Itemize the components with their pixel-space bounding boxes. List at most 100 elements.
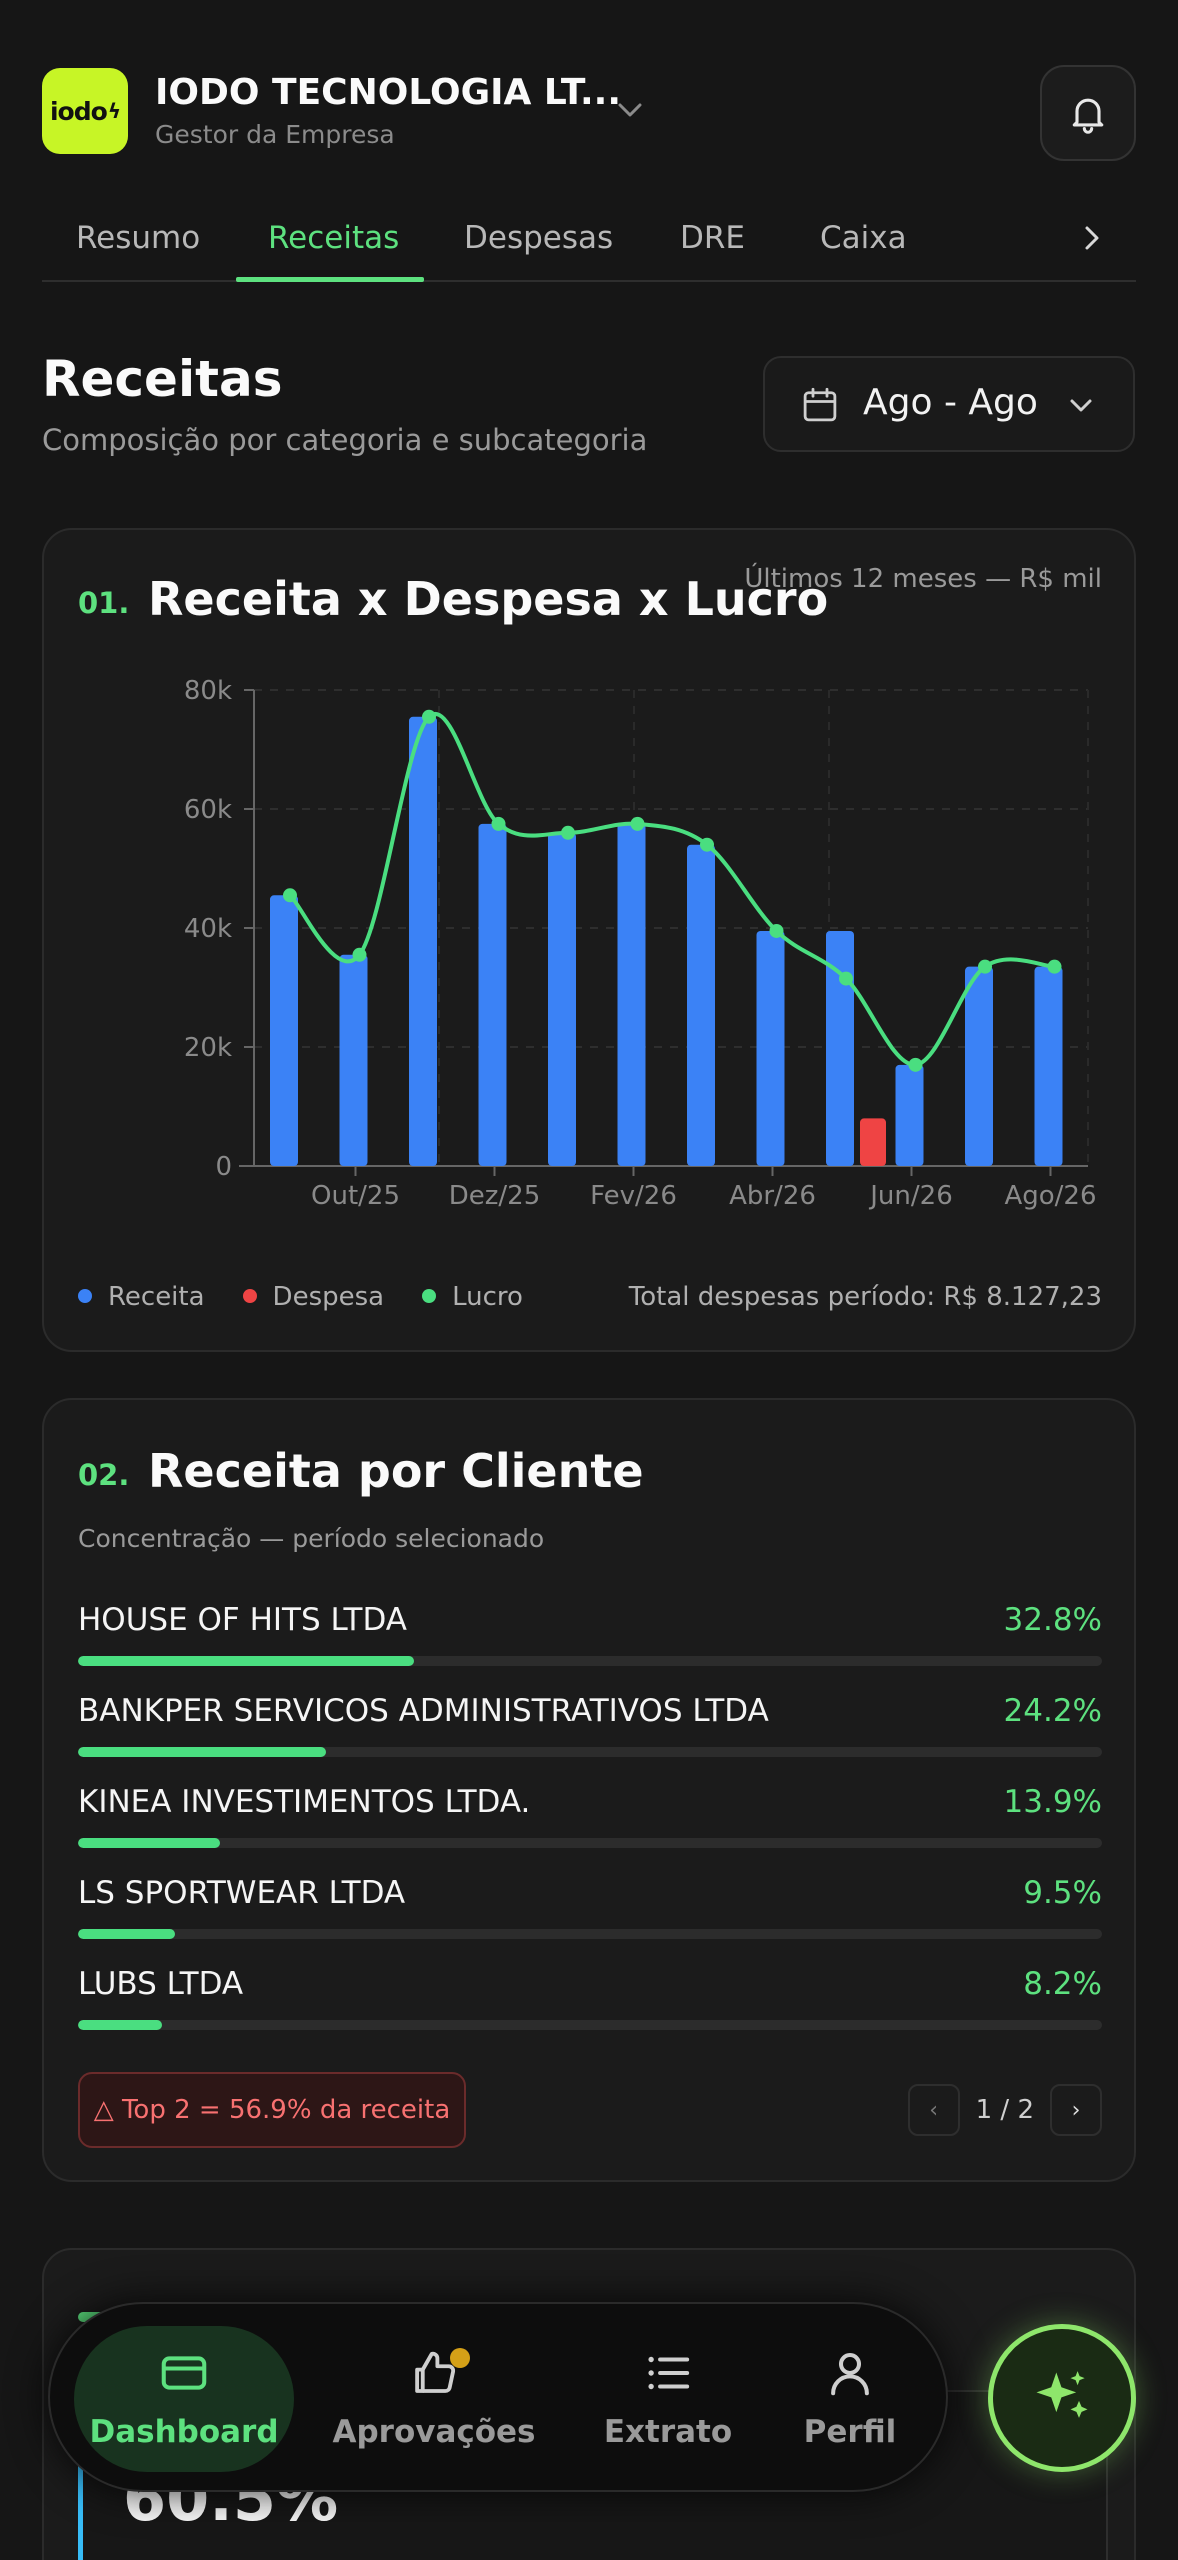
revenue-chart: 80k 60k 40k 20k 0 Out/25 Dez/25 Fev/26 Abr/26 Ju… [184,676,1097,1211]
bolt-icon: ϟ [107,99,121,123]
pager-prev-button[interactable]: ‹ [907,2084,960,2136]
bell-icon [1072,98,1104,134]
notifications-button[interactable] [1040,65,1136,161]
nav-dashboard[interactable]: Dashboard [74,2326,294,2472]
client-progress-track [78,1656,1102,1666]
date-range-selector[interactable]: Ago - Ago [763,356,1135,452]
client-percentage: 24.2% [1003,1693,1102,1729]
company-name[interactable]: IODO TECNOLOGIA LT... [155,72,622,113]
tab-resumo[interactable]: Resumo [76,220,201,256]
logo-text: iodo [49,96,108,126]
lucro-point[interactable] [700,837,714,852]
receita-bar[interactable] [409,716,437,1166]
client-name: LUBS LTDA [78,1966,244,2002]
client-progress-fill [78,1838,221,1848]
receita-bar[interactable] [617,823,646,1166]
receita-bar[interactable] [478,823,507,1166]
card-number: 02. [78,1458,130,1492]
ai-assistant-button[interactable] [988,2324,1136,2472]
tab-caixa[interactable]: Caixa [820,220,907,256]
client-row[interactable]: LUBS LTDA 8.2% [78,1966,1102,2036]
client-name: BANKPER SERVICOS ADMINISTRATIVOS LTDA [78,1693,769,1729]
x-tick-label: Fev/26 [590,1181,677,1211]
notification-dot [450,2348,470,2368]
client-progress-fill [78,2020,162,2030]
card-icon [161,2356,207,2390]
user-icon [831,2352,869,2396]
x-tick-label: Abr/26 [729,1181,816,1211]
active-tab-indicator [236,277,424,282]
lucro-point[interactable] [908,1057,923,1072]
receita-bar[interactable] [756,930,785,1166]
x-tick-label: Dez/25 [449,1181,541,1211]
legend-despesa: Despesa [242,1282,384,1312]
tab-receitas[interactable]: Receitas [268,220,400,256]
company-role: Gestor da Empresa [155,120,395,149]
lucro-point[interactable] [1047,959,1062,974]
lucro-point[interactable] [283,888,297,903]
calendar-icon [803,387,837,422]
lucro-point[interactable] [769,923,784,938]
client-name: KINEA INVESTIMENTOS LTDA. [78,1784,531,1820]
lucro-point[interactable] [978,959,992,974]
client-progress-fill [78,1747,326,1757]
x-tick-label: Out/25 [311,1181,400,1211]
pager-next-button[interactable]: › [1050,2084,1102,2136]
client-row[interactable]: KINEA INVESTIMENTOS LTDA. 13.9% [78,1784,1102,1854]
receita-bar[interactable] [548,832,576,1166]
receita-bar[interactable] [895,1064,924,1166]
company-logo: iodo ϟ [42,68,128,154]
nav-perfil[interactable]: Perfil [740,2326,960,2472]
page-title: Receitas [42,350,283,408]
pager-label: 1 / 2 [975,2095,1034,2125]
client-progress-track [78,1838,1102,1848]
y-tick-label: 40k [184,914,232,944]
nav-aprovacoes[interactable]: Aprovações [324,2326,544,2472]
total-despesas-label: Total despesas período: R$ 8.127,23 [628,1282,1102,1312]
card-subtitle: Concentração — período selecionado [78,1524,545,1553]
lucro-point[interactable] [630,816,645,831]
despesa-bar[interactable] [860,1118,886,1166]
chevron-down-icon [1070,399,1092,412]
client-progress-track [78,1747,1102,1757]
concentration-warning-badge: △ Top 2 = 56.9% da receita [78,2072,466,2148]
client-name: LS SPORTWEAR LTDA [78,1875,406,1911]
lucro-point[interactable] [491,816,506,831]
pagination: ‹ 1 / 2 › [907,2084,1102,2136]
lucro-point[interactable] [839,971,853,986]
nav-extrato[interactable]: Extrato [558,2326,778,2472]
tab-bar: Resumo Receitas Despesas DRE Caixa [42,200,1136,282]
app-header: iodo ϟ IODO TECNOLOGIA LT... Gestor da Em… [42,65,1136,161]
thumbs-up-icon [415,2351,456,2393]
tab-despesas[interactable]: Despesas [464,220,614,256]
client-progress-track [78,1929,1102,1939]
lucro-point[interactable] [561,825,575,840]
y-tick-label: 20k [184,1033,232,1063]
lucro-point[interactable] [422,709,436,724]
receita-bar[interactable] [270,895,298,1166]
receita-bar[interactable] [1034,966,1063,1166]
client-row[interactable]: LS SPORTWEAR LTDA 9.5% [78,1875,1102,1945]
chevron-down-icon[interactable] [610,90,650,130]
lucro-point[interactable] [352,947,367,962]
chart-legend: Receita Despesa Lucro [78,1282,523,1312]
card-title: Receita x Despesa x Lucro [148,572,829,626]
receita-bar[interactable] [826,930,854,1166]
client-row[interactable]: HOUSE OF HITS LTDA 32.8% [78,1602,1102,1672]
card-number: 01. [78,586,130,620]
receita-bar[interactable] [965,966,993,1166]
revenue-expense-profit-card: 01. Receita x Despesa x Lucro Últimos 12… [42,528,1136,1352]
card-title: Receita por Cliente [148,1444,644,1498]
sparkles-icon [1036,2371,1088,2418]
receita-bar[interactable] [339,954,368,1166]
x-tick-label: Jun/26 [868,1181,952,1211]
client-name: HOUSE OF HITS LTDA [78,1602,407,1638]
receita-bar[interactable] [687,844,715,1166]
client-percentage: 8.2% [1023,1966,1102,2002]
tab-dre[interactable]: DRE [680,220,745,256]
client-row[interactable]: BANKPER SERVICOS ADMINISTRATIVOS LTDA 24.… [78,1693,1102,1763]
client-percentage: 9.5% [1023,1875,1102,1911]
chevron-right-icon[interactable] [1072,218,1112,258]
client-progress-fill [78,1656,414,1666]
lucro-line [288,712,1057,1067]
